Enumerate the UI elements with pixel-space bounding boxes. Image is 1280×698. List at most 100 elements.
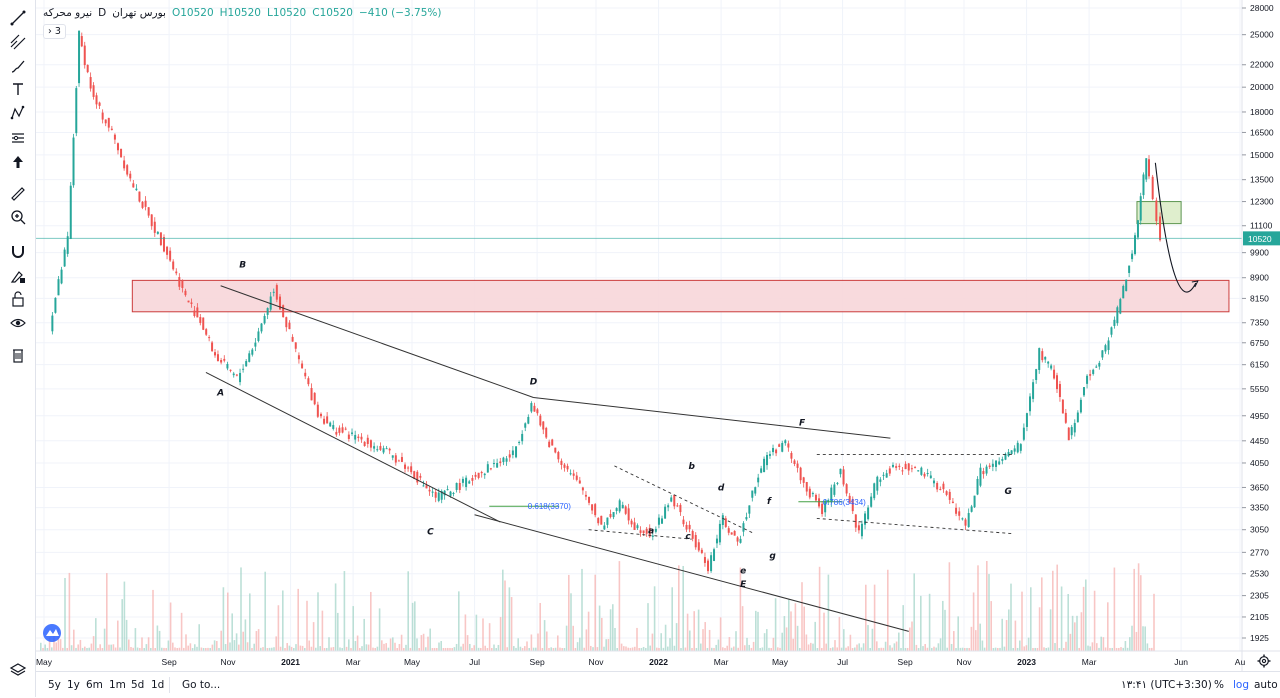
- price-tick-label: 1925: [1250, 633, 1269, 643]
- volume-bar: [444, 647, 447, 651]
- lock-icon[interactable]: [6, 287, 29, 310]
- dashed-channel-line[interactable]: [614, 465, 755, 534]
- volume-bar: [385, 643, 387, 651]
- volume-bar: [367, 644, 370, 651]
- resistance-zone[interactable]: [131, 279, 1230, 313]
- volume-bar: [187, 645, 189, 651]
- candle-up: [867, 507, 870, 520]
- timezone-clock[interactable]: ۱۳:۴۱ (UTC+3:30): [1121, 679, 1212, 691]
- price-tick-label: 6150: [1250, 360, 1269, 370]
- candle-down: [627, 508, 630, 521]
- text-icon[interactable]: [6, 77, 29, 100]
- volume-bar: [348, 639, 350, 651]
- trash-icon[interactable]: [6, 343, 29, 366]
- arrow-up-icon[interactable]: [6, 150, 29, 173]
- volume-bar: [821, 647, 823, 651]
- goto-button[interactable]: Go to...: [182, 679, 221, 691]
- candle-up: [483, 473, 486, 476]
- candle-down: [307, 378, 310, 385]
- trend-line[interactable]: [205, 372, 501, 523]
- trend-line[interactable]: [474, 514, 909, 632]
- auto-scale-button[interactable]: auto: [1254, 679, 1278, 691]
- volume-bar: [1065, 641, 1067, 651]
- pitchfork-icon[interactable]: [6, 30, 29, 53]
- volume-bar: [933, 646, 935, 651]
- ruler-icon[interactable]: [6, 182, 29, 205]
- volume-bar: [1111, 647, 1113, 651]
- candle-down: [196, 307, 199, 318]
- candle-down: [278, 296, 281, 310]
- log-scale-button[interactable]: log: [1233, 679, 1250, 691]
- range-5y-button[interactable]: 5y: [48, 679, 61, 691]
- trend-line-icon[interactable]: [6, 6, 29, 29]
- volume-bar: [156, 625, 159, 651]
- eye-icon[interactable]: [6, 311, 29, 334]
- range-6m-button[interactable]: 6m: [86, 679, 103, 691]
- volume-bar: [398, 644, 401, 651]
- volume-bar: [625, 646, 627, 651]
- candle-up: [75, 88, 78, 134]
- volume-bar: [871, 628, 874, 651]
- price-tick-label: 7350: [1250, 318, 1269, 328]
- volume-bar: [198, 624, 200, 651]
- volume-bar: [306, 600, 308, 651]
- range-5d-button[interactable]: 5d: [131, 679, 145, 691]
- volume-bar: [862, 643, 865, 651]
- candle-up: [657, 517, 660, 525]
- zoom-in-icon[interactable]: [6, 205, 29, 228]
- candle-down: [410, 466, 413, 473]
- range-1d-button[interactable]: 1d: [151, 679, 165, 691]
- dashed-channel-line[interactable]: [816, 517, 1012, 535]
- settings-gear-icon[interactable]: [1257, 654, 1271, 668]
- price-chart[interactable]: 0.618(3370) 0.786(3434) A B C Da b c d eEf g F G 2800…: [36, 0, 1280, 671]
- volume-bar: [343, 571, 346, 651]
- trend-line[interactable]: [533, 396, 891, 439]
- range-1y-button[interactable]: 1y: [67, 679, 80, 691]
- projection-curve[interactable]: [1154, 162, 1197, 293]
- wave-label: C: [427, 527, 434, 537]
- candle-up: [518, 442, 521, 444]
- candle-up: [661, 518, 664, 524]
- volume-bar: [304, 647, 306, 651]
- volume-bar: [605, 639, 607, 651]
- time-tick-label: Jul: [837, 657, 848, 667]
- candle-up: [54, 297, 57, 313]
- candle-down: [190, 302, 193, 304]
- volume-bar: [609, 609, 612, 651]
- lock-drawing-icon[interactable]: [6, 264, 29, 287]
- symbol-title[interactable]: نیرو محرکه: [43, 7, 93, 19]
- volume-bar: [851, 647, 854, 651]
- candle-down: [369, 440, 372, 448]
- target-zone[interactable]: [1136, 201, 1182, 225]
- range-1m-button[interactable]: 1m: [109, 679, 126, 691]
- candle-down: [141, 201, 144, 208]
- volume-bar: [477, 647, 480, 651]
- symbol-legend[interactable]: نیرو محرکه D بورس تهران O10520 H10520 L1…: [43, 7, 442, 19]
- candle-down: [851, 498, 854, 512]
- candle-down: [360, 436, 363, 440]
- volume-bar: [1003, 646, 1006, 651]
- candle-up: [827, 499, 830, 503]
- pattern-icon[interactable]: [6, 101, 29, 124]
- object-tree-icon[interactable]: [9, 662, 27, 680]
- percent-scale-button[interactable]: %: [1214, 679, 1224, 691]
- brush-icon[interactable]: [6, 54, 29, 77]
- candle-up: [1128, 265, 1131, 273]
- volume-bar: [405, 644, 407, 651]
- candle-up: [1092, 369, 1095, 374]
- volume-bar: [854, 647, 856, 651]
- volume-bar: [913, 573, 915, 651]
- indicators-collapse-button[interactable]: › 3: [43, 24, 66, 39]
- volume-bar: [257, 629, 260, 651]
- candle-down: [153, 221, 156, 233]
- candle-up: [760, 468, 763, 473]
- trend-line[interactable]: [220, 285, 534, 398]
- dashed-channel-line[interactable]: [588, 529, 692, 540]
- volume-bar: [777, 647, 779, 651]
- magnet-icon[interactable]: [6, 240, 29, 263]
- candle-up: [879, 479, 882, 482]
- prediction-icon[interactable]: [6, 126, 29, 149]
- candle-up: [1082, 387, 1085, 396]
- candle-down: [120, 148, 123, 158]
- volume-bar: [759, 647, 761, 651]
